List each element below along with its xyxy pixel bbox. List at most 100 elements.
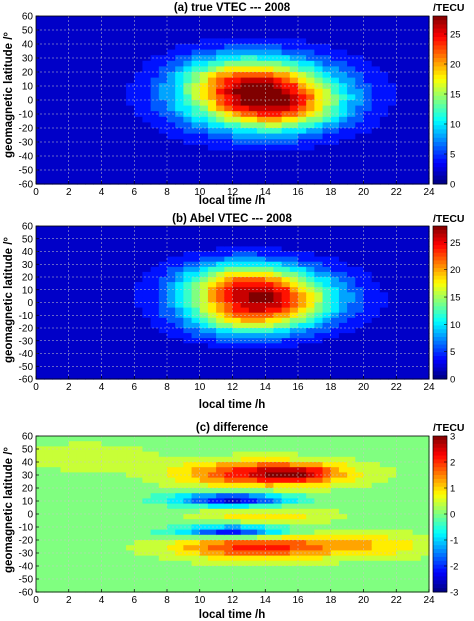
heatmap-cell [126, 328, 135, 334]
heatmap-cell [109, 534, 119, 541]
heatmap-cell [404, 49, 414, 56]
heatmap-cell [93, 368, 103, 375]
heatmap-cell [355, 514, 365, 520]
heatmap-cell [371, 482, 381, 489]
heatmap-cell [265, 271, 275, 278]
heatmap-cell [167, 373, 176, 380]
heatmap-cell [183, 178, 193, 185]
colorbar-swatch [433, 279, 447, 284]
heatmap-cell [134, 317, 144, 324]
colorbar-swatch [433, 252, 447, 258]
heatmap-cell [412, 482, 422, 489]
heatmap-cell [207, 261, 217, 268]
heatmap-cell [265, 498, 275, 505]
heatmap-cell [420, 493, 430, 499]
heatmap-cell [355, 226, 365, 232]
heatmap-cell [338, 292, 348, 298]
heatmap-cell [396, 83, 406, 90]
heatmap-cell [273, 545, 283, 551]
colorbar-swatch [433, 486, 447, 492]
heatmap-cell [363, 571, 373, 577]
heatmap-cell [183, 540, 193, 546]
heatmap-cell [68, 529, 78, 536]
heatmap-cell [240, 44, 250, 51]
heatmap-cell [314, 482, 324, 489]
heatmap-cell [93, 94, 103, 101]
heatmap-cell [248, 94, 258, 101]
heatmap-cell [232, 292, 242, 298]
heatmap-cell [126, 21, 135, 28]
heatmap-cell [396, 161, 406, 168]
heatmap-cell [216, 550, 225, 557]
heatmap-cell [412, 16, 422, 23]
heatmap-cell [306, 271, 315, 278]
heatmap-cell [265, 571, 275, 577]
heatmap-cell [257, 60, 266, 67]
heatmap-cell [355, 122, 365, 129]
heatmap-cell [396, 231, 406, 237]
heatmap-cell [371, 27, 381, 34]
heatmap-cell [158, 178, 168, 185]
heatmap-cell [224, 477, 234, 484]
heatmap-cell [404, 133, 414, 140]
heatmap-cell [207, 139, 217, 146]
heatmap-cell [44, 271, 53, 278]
heatmap-cell [412, 576, 422, 583]
heatmap-cell [232, 307, 242, 314]
heatmap-cell [175, 519, 184, 525]
heatmap-cell [420, 560, 430, 567]
colorbar-swatch [433, 53, 447, 59]
heatmap-cell [167, 261, 176, 268]
heatmap-cell [126, 576, 135, 583]
heatmap-cell [68, 322, 78, 329]
heatmap-cell [248, 482, 258, 489]
heatmap-cell [167, 467, 176, 473]
heatmap-cell [232, 236, 242, 242]
heatmap-cell [109, 436, 119, 442]
heatmap-cell [199, 261, 209, 268]
heatmap-cell [347, 338, 356, 344]
heatmap-cell [338, 514, 348, 520]
heatmap-cell [183, 498, 193, 505]
heatmap-cell [232, 358, 242, 365]
heatmap-cell [191, 519, 201, 525]
heatmap-cell [338, 133, 348, 140]
heatmap-cell [388, 231, 397, 237]
heatmap-cell [68, 266, 78, 273]
heatmap-cell [52, 302, 62, 309]
x-tick-label: 2 [66, 382, 72, 393]
heatmap-cell [257, 550, 266, 557]
colorbar-swatch [433, 359, 447, 365]
heatmap-cell [363, 529, 373, 536]
y-tick-label: 50 [22, 26, 34, 37]
heatmap-cell [347, 297, 356, 304]
heatmap-cell [76, 282, 86, 288]
heatmap-cell [101, 266, 111, 273]
heatmap-cell [338, 55, 348, 62]
heatmap-cell [216, 111, 225, 118]
heatmap-cell [175, 111, 184, 118]
heatmap-cell [371, 161, 381, 168]
heatmap-cell [52, 297, 62, 304]
heatmap-cell [158, 27, 168, 34]
heatmap-cell [273, 519, 283, 525]
heatmap-cell [273, 72, 283, 79]
colorbar-swatch [433, 167, 447, 172]
heatmap-cell [412, 133, 422, 140]
heatmap-cell [412, 493, 422, 499]
heatmap-cell [85, 161, 94, 168]
heatmap-cell [134, 236, 144, 242]
heatmap-cell [158, 519, 168, 525]
heatmap-cell [371, 32, 381, 39]
heatmap-cell [257, 353, 266, 360]
heatmap-cell [363, 231, 373, 237]
heatmap-cell [44, 534, 53, 541]
heatmap-cell [191, 44, 201, 51]
heatmap-cell [347, 451, 356, 458]
heatmap-cell [248, 302, 258, 309]
heatmap-cell [240, 529, 250, 536]
heatmap-cell [134, 441, 144, 447]
heatmap-cell [36, 251, 45, 258]
heatmap-cell [117, 353, 127, 360]
